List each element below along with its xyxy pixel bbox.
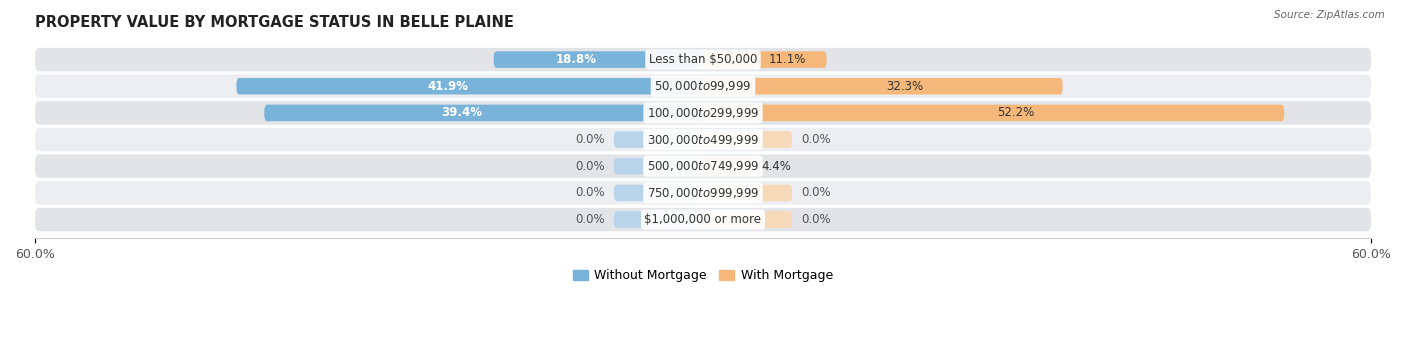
FancyBboxPatch shape [35, 48, 1371, 71]
FancyBboxPatch shape [614, 158, 703, 175]
Text: 0.0%: 0.0% [575, 213, 605, 226]
Text: 18.8%: 18.8% [555, 53, 596, 66]
Text: $300,000 to $499,999: $300,000 to $499,999 [647, 133, 759, 147]
FancyBboxPatch shape [703, 105, 1284, 121]
FancyBboxPatch shape [614, 185, 703, 201]
Text: 52.2%: 52.2% [997, 106, 1035, 119]
FancyBboxPatch shape [614, 211, 703, 228]
Legend: Without Mortgage, With Mortgage: Without Mortgage, With Mortgage [568, 264, 838, 287]
Text: 0.0%: 0.0% [801, 187, 831, 199]
Text: Source: ZipAtlas.com: Source: ZipAtlas.com [1274, 10, 1385, 20]
FancyBboxPatch shape [35, 101, 1371, 125]
FancyBboxPatch shape [236, 78, 703, 94]
FancyBboxPatch shape [35, 181, 1371, 205]
FancyBboxPatch shape [703, 211, 792, 228]
Text: $1,000,000 or more: $1,000,000 or more [644, 213, 762, 226]
Text: 0.0%: 0.0% [575, 160, 605, 173]
FancyBboxPatch shape [614, 131, 703, 148]
Text: 39.4%: 39.4% [441, 106, 482, 119]
FancyBboxPatch shape [703, 158, 752, 175]
Text: 11.1%: 11.1% [768, 53, 806, 66]
FancyBboxPatch shape [703, 131, 792, 148]
Text: Less than $50,000: Less than $50,000 [648, 53, 758, 66]
Text: 0.0%: 0.0% [801, 213, 831, 226]
FancyBboxPatch shape [703, 185, 792, 201]
Text: $500,000 to $749,999: $500,000 to $749,999 [647, 159, 759, 173]
Text: 41.9%: 41.9% [427, 80, 468, 93]
FancyBboxPatch shape [35, 128, 1371, 151]
Text: 0.0%: 0.0% [575, 187, 605, 199]
Text: $50,000 to $99,999: $50,000 to $99,999 [654, 79, 752, 93]
FancyBboxPatch shape [35, 208, 1371, 231]
FancyBboxPatch shape [703, 78, 1063, 94]
FancyBboxPatch shape [35, 154, 1371, 178]
Text: PROPERTY VALUE BY MORTGAGE STATUS IN BELLE PLAINE: PROPERTY VALUE BY MORTGAGE STATUS IN BEL… [35, 15, 513, 30]
FancyBboxPatch shape [264, 105, 703, 121]
FancyBboxPatch shape [494, 51, 703, 68]
Text: 0.0%: 0.0% [575, 133, 605, 146]
Text: $100,000 to $299,999: $100,000 to $299,999 [647, 106, 759, 120]
FancyBboxPatch shape [35, 74, 1371, 98]
Text: 0.0%: 0.0% [801, 133, 831, 146]
FancyBboxPatch shape [703, 51, 827, 68]
Text: 32.3%: 32.3% [887, 80, 924, 93]
Text: 4.4%: 4.4% [761, 160, 790, 173]
Text: $750,000 to $999,999: $750,000 to $999,999 [647, 186, 759, 200]
